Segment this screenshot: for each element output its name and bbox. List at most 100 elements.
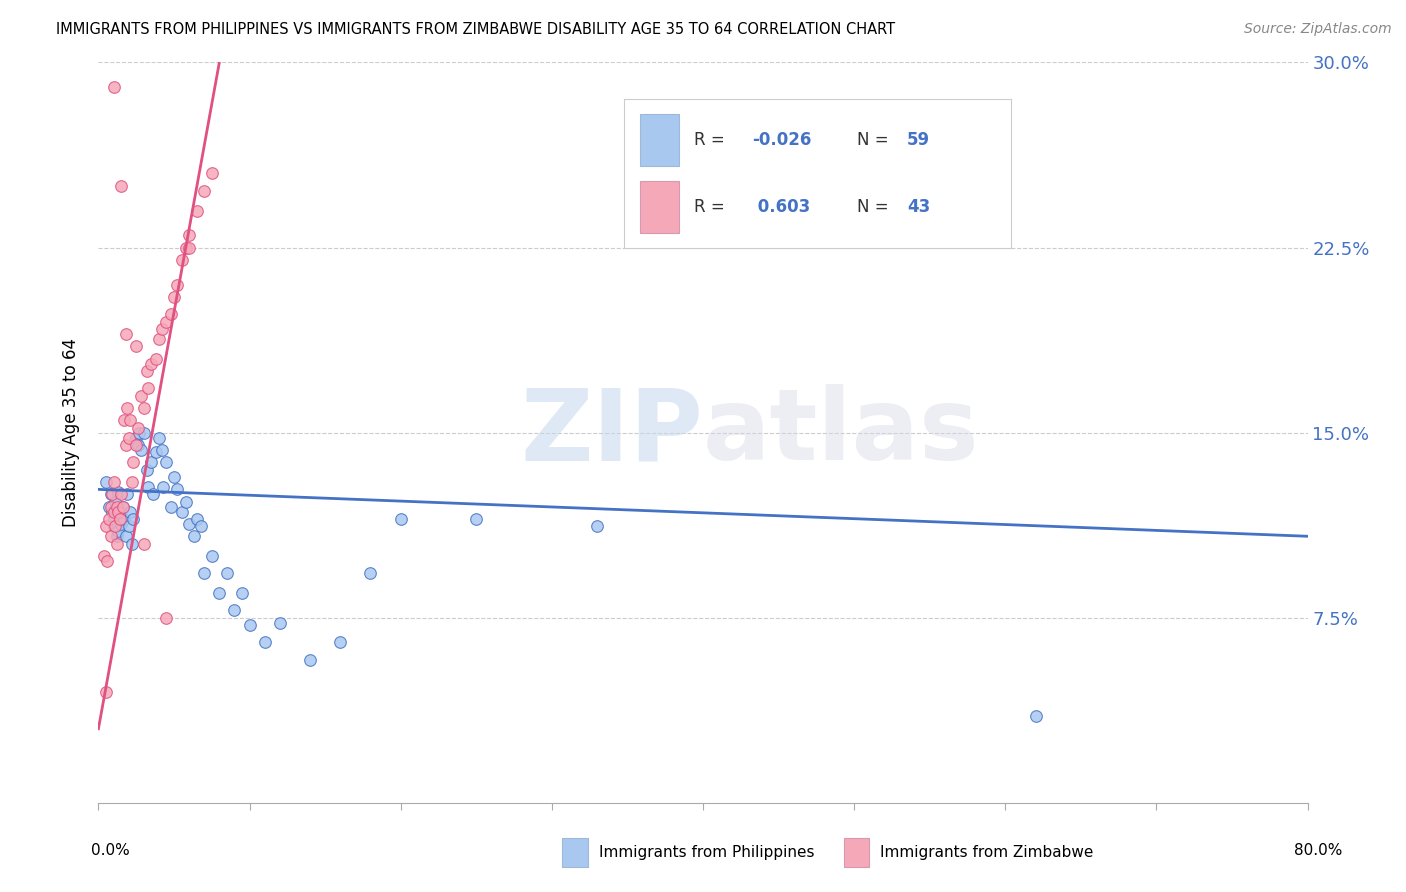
Point [112,512,135,526]
Point [114,326,136,341]
Point [166,277,188,292]
Point [360,566,382,581]
Point [160,307,183,321]
Point [150,322,173,336]
Point [100,529,122,543]
Point [142,487,165,501]
Point [135,462,157,476]
Point [179,240,201,255]
Point [127,420,149,434]
Point [105,500,128,514]
Point [163,470,186,484]
Point [101,505,124,519]
Point [129,388,152,402]
Point [107,505,129,519]
Point [127,438,149,452]
Point [145,351,167,366]
Point [115,401,138,415]
Point [193,184,215,198]
Point [132,401,155,415]
Text: 80.0%: 80.0% [1295,843,1343,858]
Text: ZIP: ZIP [520,384,703,481]
Point [121,536,143,550]
Point [170,252,193,267]
Point [174,240,197,255]
Point [103,475,125,489]
Point [179,228,201,243]
Point [145,445,167,459]
Point [389,512,412,526]
Point [231,586,253,600]
Point [186,512,208,526]
Point [120,413,142,427]
Point [107,484,129,499]
Text: Immigrants from Philippines: Immigrants from Philippines [599,846,814,860]
Point [96,554,118,568]
Point [125,339,148,353]
Point [111,500,134,514]
Point [239,618,262,632]
Point [114,438,136,452]
Point [118,519,141,533]
Point [193,566,215,581]
Point [465,512,488,526]
Point [108,505,131,519]
Point [132,425,155,440]
Point [135,364,157,378]
Point [148,332,170,346]
Point [186,203,208,218]
Point [170,505,193,519]
Point [166,483,188,497]
Point [183,529,205,543]
Point [110,178,132,193]
Point [94,475,117,489]
Point [118,431,141,445]
Point [103,512,125,526]
Point [152,480,174,494]
Point [155,610,177,624]
Point [107,524,129,539]
Point [103,80,125,95]
Point [132,536,155,550]
Point [136,480,159,494]
Point [104,494,127,508]
Point [121,475,143,489]
Point [269,615,291,630]
Text: atlas: atlas [703,384,980,481]
Point [141,455,163,469]
Point [122,512,145,526]
Point [111,500,134,514]
Point [150,442,173,457]
Point [93,549,115,563]
Point [141,357,163,371]
Point [98,512,121,526]
Point [125,438,148,452]
Point [94,685,117,699]
Point [103,519,125,533]
Point [112,413,135,427]
Text: 0.0%: 0.0% [91,843,131,858]
Point [98,500,121,514]
Point [201,549,224,563]
Point [110,487,132,501]
Point [201,166,224,180]
Text: Immigrants from Zimbabwe: Immigrants from Zimbabwe [880,846,1094,860]
Point [586,519,609,533]
Point [105,529,128,543]
Point [190,519,212,533]
Point [128,425,150,440]
Point [179,516,201,531]
Y-axis label: Disability Age 35 to 64: Disability Age 35 to 64 [62,338,80,527]
Point [148,431,170,445]
Point [120,505,142,519]
Text: IMMIGRANTS FROM PHILIPPINES VS IMMIGRANTS FROM ZIMBABWE DISABILITY AGE 35 TO 64 : IMMIGRANTS FROM PHILIPPINES VS IMMIGRANT… [56,22,896,37]
Point [253,635,276,649]
Point [299,653,322,667]
Point [103,505,125,519]
Point [155,314,177,328]
Point [215,566,238,581]
Point [329,635,352,649]
Point [115,487,138,501]
Point [104,519,127,533]
Point [100,500,122,514]
